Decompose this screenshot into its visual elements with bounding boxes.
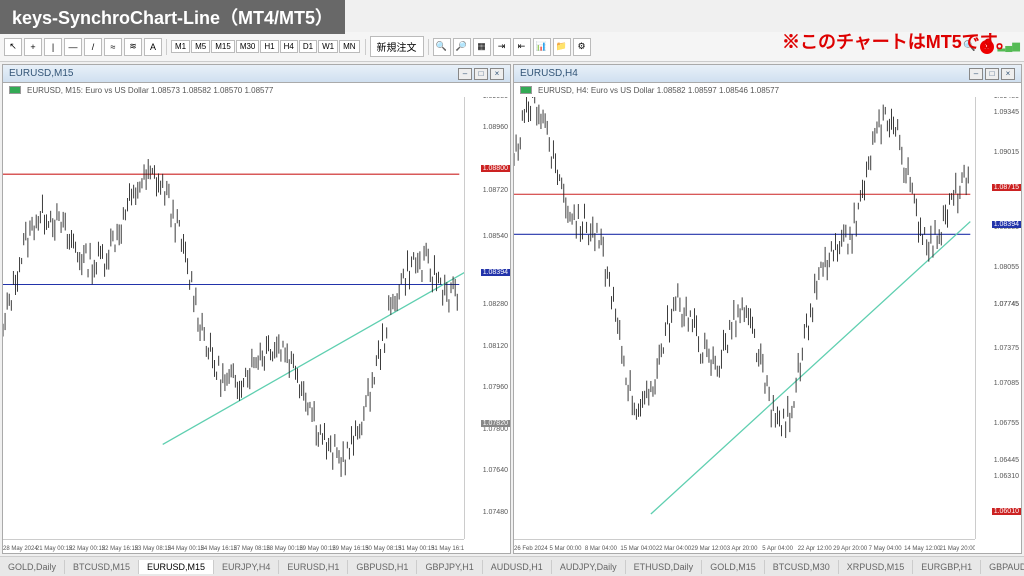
tab-item[interactable]: BTCUSD,M30 [765,560,839,574]
vline-icon[interactable]: | [44,38,62,56]
chart-window-right: EURUSD,H4 – □ × EURUSD, H4: Euro vs US D… [513,64,1022,554]
maximize-icon[interactable]: □ [474,68,488,80]
fibo-icon[interactable]: ≋ [124,38,142,56]
cursor-icon[interactable]: ↖ [4,38,22,56]
overlay-note: ※このチャートはMT5です。 [782,28,1014,54]
tab-item[interactable]: GOLD,M15 [702,560,765,574]
timeframe-H4[interactable]: H4 [280,40,298,53]
tab-item[interactable]: XRPUSD,M15 [839,560,914,574]
tab-item[interactable]: AUDJPY,Daily [552,560,626,574]
minimize-icon[interactable]: – [458,68,472,80]
grid-icon[interactable]: ▦ [473,38,491,56]
templates-icon[interactable]: 📁 [553,38,571,56]
tab-item[interactable]: GBPJPY,H1 [417,560,482,574]
flag-icon [9,86,21,94]
charts-area: EURUSD,M15 – □ × EURUSD, M15: Euro vs US… [0,62,1024,556]
tab-item[interactable]: ETHUSD,Daily [626,560,703,574]
tab-item[interactable]: GBPUSD,H1 [348,560,417,574]
chart-title-left[interactable]: EURUSD,M15 – □ × [3,65,510,83]
chart-info-left: EURUSD, M15: Euro vs US Dollar 1.08573 1… [3,83,510,97]
timeframe-H1[interactable]: H1 [260,40,278,53]
chart-title-label: EURUSD,H4 [520,68,578,79]
timeframe-M30[interactable]: M30 [236,40,260,53]
timeframe-MN[interactable]: MN [339,40,359,53]
trendline-icon[interactable]: / [84,38,102,56]
tab-item[interactable]: EURUSD,M15 [139,560,214,574]
chart-title-label: EURUSD,M15 [9,68,73,79]
hline-icon[interactable]: — [64,38,82,56]
chart-tabs: GOLD,DailyBTCUSD,M15EURUSD,M15EURJPY,H4E… [0,556,1024,576]
shift-icon[interactable]: ⇤ [513,38,531,56]
tab-item[interactable]: EURGBP,H1 [913,560,981,574]
zoom-out-icon[interactable]: 🔎 [453,38,471,56]
timeframe-W1[interactable]: W1 [318,40,338,53]
tab-item[interactable]: AUDUSD,H1 [483,560,552,574]
timeframe-M5[interactable]: M5 [191,40,210,53]
tab-item[interactable]: EURJPY,H4 [214,560,279,574]
timeframe-M15[interactable]: M15 [211,40,235,53]
chart-title-right[interactable]: EURUSD,H4 – □ × [514,65,1021,83]
new-order-button[interactable]: 新規注文 [370,36,424,57]
autoscroll-icon[interactable]: ⇥ [493,38,511,56]
overlay-title: keys-SynchroChart-Line（MT4/MT5） [0,0,345,34]
channel-icon[interactable]: ≈ [104,38,122,56]
flag-icon [520,86,532,94]
crosshair-icon[interactable]: + [24,38,42,56]
close-icon[interactable]: × [490,68,504,80]
tab-item[interactable]: EURUSD,H1 [279,560,348,574]
tab-item[interactable]: GOLD,Daily [0,560,65,574]
close-icon[interactable]: × [1001,68,1015,80]
text-icon[interactable]: A [144,38,162,56]
tab-item[interactable]: GBPAUD,M30 [981,560,1024,574]
tab-item[interactable]: BTCUSD,M15 [65,560,139,574]
maximize-icon[interactable]: □ [985,68,999,80]
zoom-in-icon[interactable]: 🔍 [433,38,451,56]
chart-body-left[interactable]: 1.074801.076401.078001.079601.081201.082… [3,97,510,553]
minimize-icon[interactable]: – [969,68,983,80]
timeframe-M1[interactable]: M1 [171,40,190,53]
expert-icon[interactable]: ⚙ [573,38,591,56]
chart-body-right[interactable]: 1.060101.063101.064451.067551.070851.073… [514,97,1021,553]
chart-info-right: EURUSD, H4: Euro vs US Dollar 1.08582 1.… [514,83,1021,97]
indicators-icon[interactable]: 📊 [533,38,551,56]
timeframe-D1[interactable]: D1 [299,40,317,53]
chart-window-left: EURUSD,M15 – □ × EURUSD, M15: Euro vs US… [2,64,511,554]
